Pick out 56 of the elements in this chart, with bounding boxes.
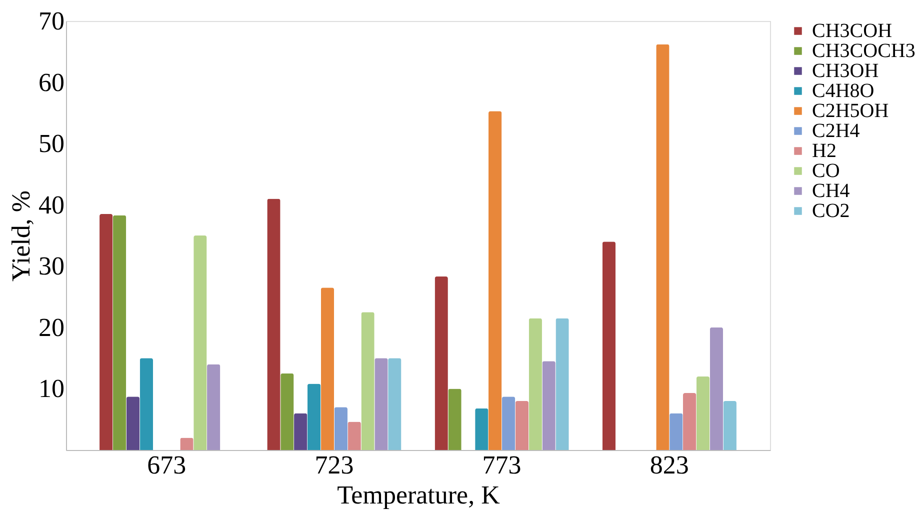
legend-label: C2H5OH: [812, 100, 889, 122]
bar: [388, 358, 402, 450]
bar: [126, 396, 140, 450]
bar: [448, 388, 462, 450]
bar: [434, 276, 448, 450]
bar: [194, 236, 207, 450]
bar: [710, 327, 724, 450]
bar: [280, 373, 294, 450]
legend-label: CH3COCH3: [812, 40, 916, 62]
x-tick-label: 823: [650, 450, 689, 480]
bar: [515, 400, 529, 450]
bar: [140, 358, 153, 450]
legend-label: C2H4: [812, 120, 860, 142]
y-tick-label: 30: [38, 252, 64, 281]
bar: [683, 393, 696, 450]
legend-label: CO2: [812, 200, 850, 222]
bar: [207, 364, 220, 450]
y-tick-label: 50: [38, 129, 64, 158]
bar: [670, 413, 683, 450]
y-tick-label: 40: [38, 190, 64, 220]
y-axis-title: Yield, %: [6, 190, 36, 282]
bar: [602, 242, 616, 450]
x-axis-title: Temperature, K: [337, 480, 500, 510]
bar: [475, 408, 488, 450]
bar: [294, 413, 308, 450]
legend-label: H2: [812, 140, 836, 162]
legend-label: C4H8O: [812, 80, 874, 102]
bar: [320, 288, 334, 450]
bar: [528, 318, 542, 450]
bar: [100, 214, 113, 450]
bar: [307, 384, 321, 450]
y-tick-label: 70: [38, 6, 64, 36]
legend-label: CH4: [812, 180, 850, 202]
y-tick-label: 60: [38, 68, 64, 97]
bar: [334, 407, 348, 450]
bar: [723, 400, 736, 450]
bar: [374, 358, 388, 450]
x-tick-label: 723: [314, 450, 354, 480]
bar: [180, 438, 194, 450]
legend-label: CO: [812, 160, 840, 182]
legend-label: CH3OH: [812, 60, 879, 82]
bar: [556, 318, 569, 450]
bar: [696, 376, 710, 450]
bar: [348, 422, 361, 450]
bar: [361, 312, 374, 450]
bar: [267, 198, 280, 450]
bar: [542, 361, 556, 450]
bar: [488, 111, 502, 450]
x-tick-label: 773: [482, 450, 522, 480]
bar: [502, 396, 516, 450]
bar: [112, 215, 126, 450]
x-tick-label: 673: [147, 450, 186, 480]
y-tick-label: 10: [38, 374, 64, 404]
y-tick-label: 20: [38, 312, 64, 342]
legend-label: CH3COH: [812, 20, 892, 42]
bar: [656, 44, 670, 450]
